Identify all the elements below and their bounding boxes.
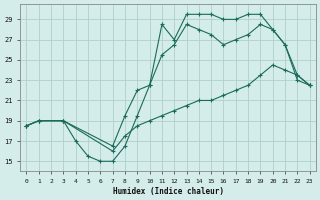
X-axis label: Humidex (Indice chaleur): Humidex (Indice chaleur)	[113, 187, 224, 196]
